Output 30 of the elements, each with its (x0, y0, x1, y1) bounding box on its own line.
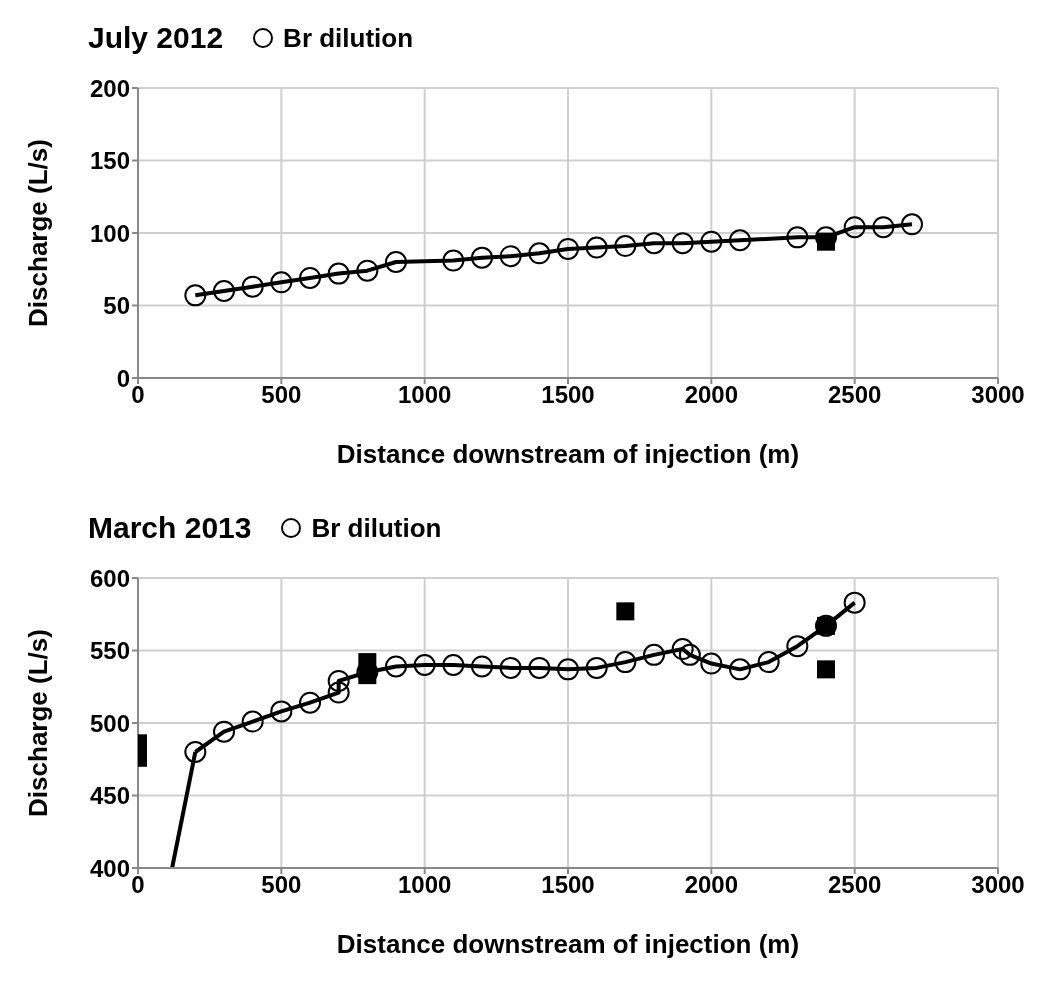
x-tick-label: 1500 (541, 381, 595, 409)
x-tick-label: 2500 (827, 871, 882, 899)
x-tick-label: 2000 (684, 871, 739, 899)
y-tick-label: 550 (89, 637, 130, 665)
x-tick-label: 2500 (827, 381, 882, 409)
y-tick-label: 400 (89, 854, 130, 882)
y-tick-label: 200 (89, 74, 130, 102)
y-axis-title: Discharge (L/s) (23, 139, 54, 327)
legend-label: Br dilution (311, 512, 442, 544)
x-tick-label: 3000 (971, 381, 1025, 409)
chart-title: March 2013 (88, 511, 252, 545)
y-tick-label: 50 (103, 292, 130, 320)
x-axis-title: Distance downstream of injection (m) (336, 439, 800, 469)
y-tick-label: 500 (89, 709, 130, 737)
x-tick-label: 1000 (397, 871, 452, 899)
x-tick-label: 1500 (541, 871, 595, 899)
y-tick-label: 450 (89, 782, 130, 810)
x-axis-title: Distance downstream of injection (m) (336, 929, 800, 959)
x-tick-label: 500 (261, 871, 302, 899)
chart-title: July 2012 (88, 21, 224, 55)
x-tick-label: 1000 (397, 381, 452, 409)
x-tick-label: 500 (261, 381, 302, 409)
y-tick-label: 150 (89, 147, 130, 175)
x-tick-label: 3000 (971, 871, 1025, 899)
y-tick-label: 600 (89, 564, 130, 592)
y-tick-label: 0 (116, 364, 130, 392)
x-tick-label: 2000 (684, 381, 739, 409)
legend-label: Br dilution (283, 22, 414, 54)
y-tick-label: 100 (89, 219, 130, 247)
y-axis-title: Discharge (L/s) (23, 629, 54, 817)
